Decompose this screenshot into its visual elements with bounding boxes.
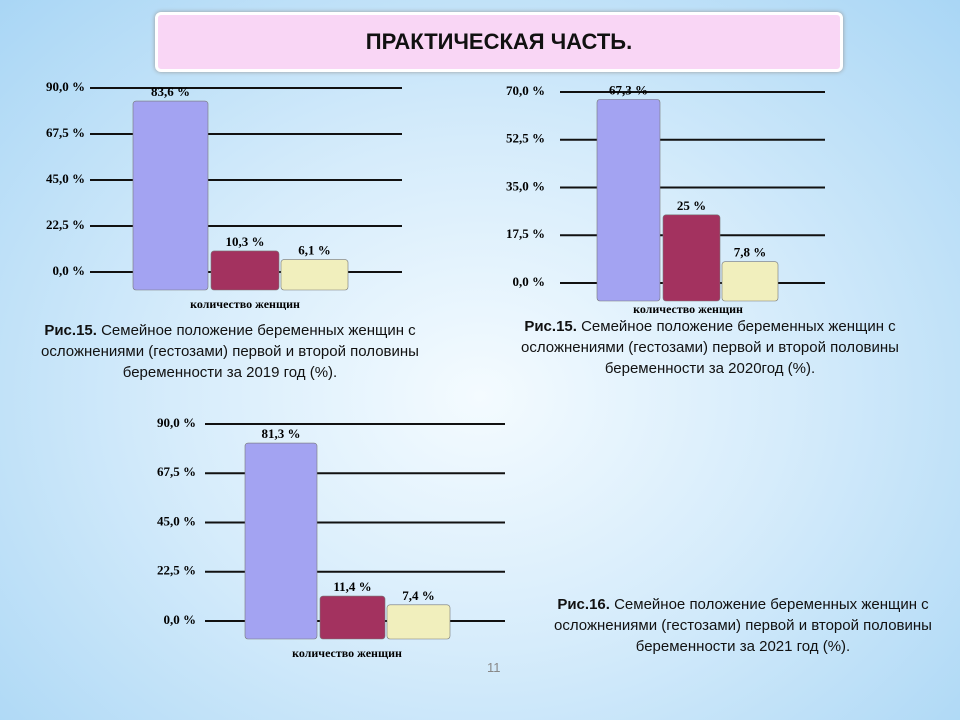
bar bbox=[721, 261, 779, 302]
bar bbox=[244, 442, 318, 640]
y-tick-label: 0,0 % bbox=[164, 612, 197, 627]
y-tick-label: 90,0 % bbox=[157, 415, 196, 430]
bar bbox=[132, 100, 209, 291]
x-axis-label: количество женщин bbox=[633, 302, 743, 316]
y-tick-label: 90,0 % bbox=[46, 79, 85, 94]
caption-text: Семейное положение беременных женщин с о… bbox=[554, 596, 932, 655]
y-tick-label: 45,0 % bbox=[157, 513, 196, 528]
page-number: 11 bbox=[487, 660, 501, 675]
y-tick-label: 22,5 % bbox=[157, 563, 196, 578]
bar bbox=[210, 250, 280, 291]
y-tick-label: 35,0 % bbox=[506, 178, 545, 193]
value-label: 11,4 % bbox=[333, 579, 371, 594]
caption-text: Семейное положение беременных женщин с о… bbox=[521, 318, 899, 377]
value-label: 25 % bbox=[677, 198, 706, 213]
y-tick-label: 45,0 % bbox=[46, 171, 85, 186]
bar bbox=[662, 214, 721, 302]
y-tick-label: 0,0 % bbox=[513, 274, 546, 289]
caption-label: Рис.16. bbox=[557, 596, 610, 613]
y-tick-label: 0,0 % bbox=[53, 263, 86, 278]
value-label: 6,1 % bbox=[298, 243, 331, 258]
y-tick-label: 67,5 % bbox=[157, 464, 196, 479]
bar bbox=[319, 595, 386, 640]
caption-label: Рис.15. bbox=[44, 322, 97, 339]
value-label: 67,3 % bbox=[609, 82, 648, 97]
y-tick-label: 70,0 % bbox=[506, 83, 545, 98]
value-label: 7,4 % bbox=[402, 588, 435, 603]
caption: Рис.15. Семейное положение беременных же… bbox=[15, 320, 445, 383]
slide-title: ПРАКТИЧЕСКАЯ ЧАСТЬ. bbox=[365, 29, 633, 54]
bar bbox=[280, 259, 349, 291]
caption: Рис.16. Семейное положение беременных же… bbox=[528, 594, 958, 657]
bar bbox=[386, 604, 451, 640]
bar bbox=[596, 99, 661, 302]
y-tick-label: 52,5 % bbox=[506, 131, 545, 146]
y-tick-label: 22,5 % bbox=[46, 217, 85, 232]
value-label: 7,8 % bbox=[734, 245, 767, 260]
x-axis-label: количество женщин bbox=[190, 297, 300, 311]
caption-label: Рис.15. bbox=[524, 318, 577, 335]
header: ПРАКТИЧЕСКАЯ ЧАСТЬ. bbox=[155, 12, 843, 72]
y-tick-label: 67,5 % bbox=[46, 125, 85, 140]
value-label: 83,6 % bbox=[151, 84, 190, 99]
value-label: 81,3 % bbox=[262, 426, 301, 441]
y-tick-label: 17,5 % bbox=[506, 226, 545, 241]
caption-text: Семейное положение беременных женщин с о… bbox=[41, 322, 419, 381]
x-axis-label: количество женщин bbox=[292, 646, 402, 660]
caption: Рис.15. Семейное положение беременных же… bbox=[495, 316, 925, 379]
value-label: 10,3 % bbox=[226, 234, 265, 249]
